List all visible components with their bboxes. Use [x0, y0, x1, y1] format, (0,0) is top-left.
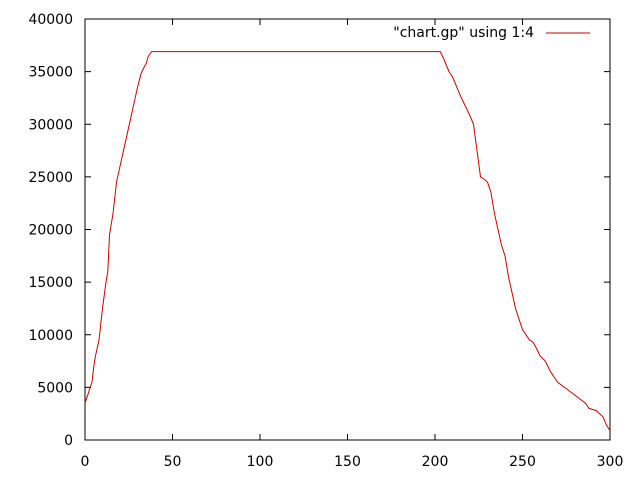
y-tick-label: 20000: [28, 223, 73, 239]
x-tick-label: 100: [247, 454, 274, 470]
y-tick-label: 5000: [37, 380, 73, 396]
x-tick-label: 200: [422, 454, 449, 470]
y-tick-label: 15000: [28, 275, 73, 291]
plot-frame: [84, 18, 611, 441]
x-tick-label: 150: [334, 454, 361, 470]
axis-tick-labels: 0 50 100 150 200 250 300 0 5000 10000 15000 20000 25…: [28, 12, 623, 470]
y-tick-label: 25000: [28, 170, 73, 186]
y-tick-label: 40000: [28, 12, 73, 28]
legend: "chart.gp" using 1:4: [393, 25, 590, 41]
y-tick-label: 10000: [28, 328, 73, 344]
series-line: [84, 51, 611, 431]
x-tick-label: 0: [81, 454, 90, 470]
axis-ticks: [84, 18, 611, 441]
x-tick-label: 250: [509, 454, 536, 470]
x-tick-label: 50: [164, 454, 182, 470]
legend-label: "chart.gp" using 1:4: [393, 25, 534, 41]
y-tick-label: 35000: [28, 65, 73, 81]
y-tick-label: 30000: [28, 117, 73, 133]
x-tick-label: 300: [597, 454, 624, 470]
y-tick-label: 0: [64, 433, 73, 449]
